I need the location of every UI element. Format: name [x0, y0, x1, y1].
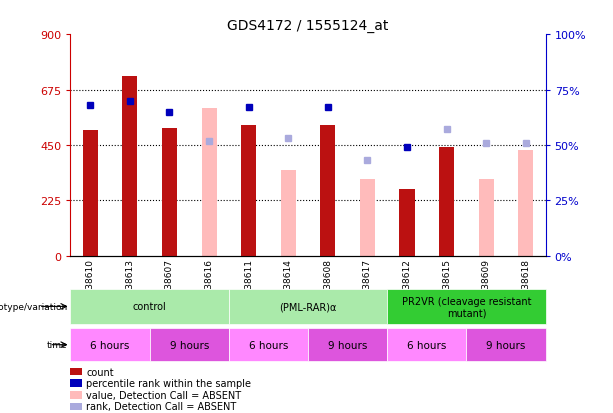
Text: percentile rank within the sample: percentile rank within the sample	[86, 378, 251, 388]
Text: (PML-RAR)α: (PML-RAR)α	[280, 301, 337, 312]
Text: value, Detection Call = ABSENT: value, Detection Call = ABSENT	[86, 390, 242, 400]
Bar	[400, 190, 414, 256]
Text: 9 hours: 9 hours	[328, 340, 367, 350]
Bar	[360, 180, 375, 256]
Bar	[518, 150, 533, 256]
Text: 6 hours: 6 hours	[90, 340, 130, 350]
Text: PR2VR (cleavage resistant
mutant): PR2VR (cleavage resistant mutant)	[402, 296, 531, 318]
Bar	[241, 126, 256, 256]
Bar	[321, 126, 335, 256]
Text: control: control	[133, 301, 167, 312]
Text: rank, Detection Call = ABSENT: rank, Detection Call = ABSENT	[86, 401, 237, 411]
Bar	[83, 131, 98, 256]
Bar	[202, 109, 216, 256]
Text: count: count	[86, 367, 114, 377]
Text: 6 hours: 6 hours	[407, 340, 446, 350]
Title: GDS4172 / 1555124_at: GDS4172 / 1555124_at	[227, 19, 389, 33]
Text: genotype/variation: genotype/variation	[0, 302, 67, 311]
Text: 9 hours: 9 hours	[486, 340, 526, 350]
Text: 9 hours: 9 hours	[170, 340, 209, 350]
Bar	[123, 77, 137, 256]
Bar	[281, 170, 295, 256]
Bar	[162, 128, 177, 256]
Text: 6 hours: 6 hours	[249, 340, 288, 350]
Text: time: time	[47, 340, 67, 349]
Bar	[479, 180, 493, 256]
Bar	[439, 148, 454, 256]
